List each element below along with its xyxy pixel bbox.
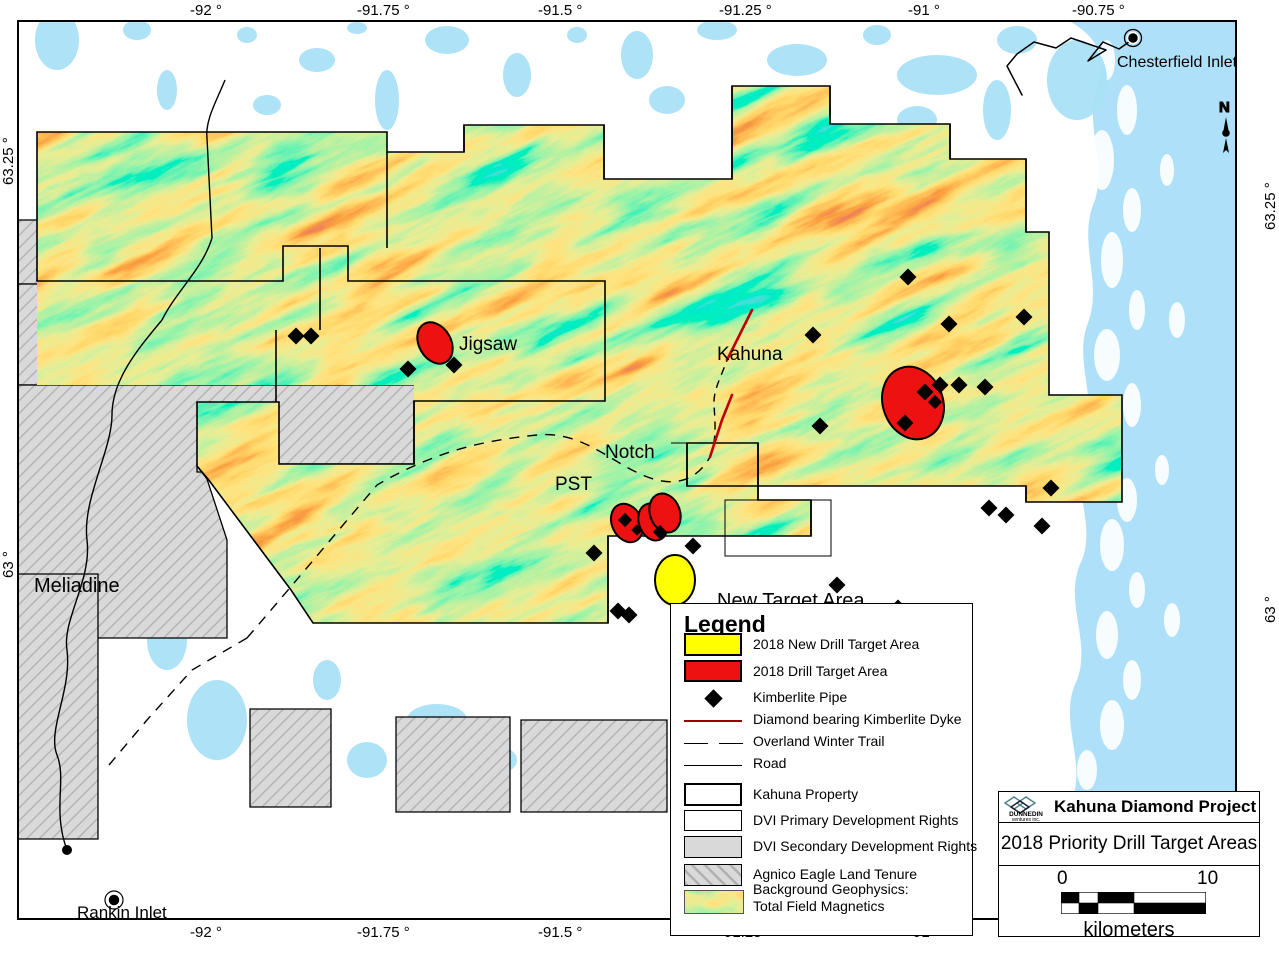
svg-text:Meliadine: Meliadine (34, 575, 120, 597)
svg-text:Kahuna: Kahuna (717, 344, 783, 365)
svg-text:ventures inc.: ventures inc. (1012, 817, 1040, 821)
svg-text:Chesterfield Inlet: Chesterfield Inlet (1117, 54, 1237, 71)
svg-text:Jigsaw: Jigsaw (459, 334, 517, 355)
svg-text:Rankin Inlet: Rankin Inlet (77, 903, 167, 920)
svg-text:Notch: Notch (605, 442, 655, 463)
svg-text:PST: PST (555, 474, 592, 495)
svg-text:N: N (1219, 99, 1230, 116)
